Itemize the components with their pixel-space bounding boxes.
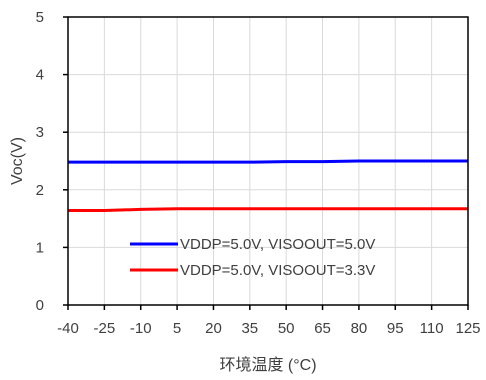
y-tick-label: 2 [36,182,44,199]
x-tick-label: 5 [173,320,181,337]
y-tick-label: 5 [36,9,44,26]
plot-frame [67,16,469,306]
legend: VDDP=5.0V, VISOOUT=5.0V VDDP=5.0V, VISOOU… [130,236,375,279]
series-line-2 [68,207,468,213]
x-tick-label: 35 [241,320,258,337]
axes [63,16,469,310]
x-axis-label: 环境温度 (°C) [219,355,316,374]
x-tick-label: 65 [314,320,331,337]
x-tick-label: -40 [57,320,79,337]
x-tick-label: 125 [455,320,480,337]
x-tick-label: 20 [205,320,222,337]
y-tick-label: 1 [36,239,44,256]
x-tick-labels: -40 -25 -10 5 20 35 50 65 80 95 110 125 [57,320,480,337]
y-tick-label: 4 [36,67,44,84]
series-line-1 [68,159,468,164]
x-tick-label: -10 [130,320,152,337]
y-axis-label: Voc(V) [9,137,26,185]
y-tick-label: 3 [36,124,44,141]
x-tick-label: -25 [94,320,116,337]
y-tick-label: 0 [36,297,44,314]
legend-label-2: VDDP=5.0V, VISOOUT=3.3V [180,262,375,279]
x-tick-label: 110 [420,320,444,337]
y-tick-labels: 0 1 2 3 4 5 [36,9,44,314]
x-tick-label: 50 [278,320,295,337]
x-tick-label: 80 [351,320,368,337]
x-tick-label: 95 [387,320,404,337]
legend-label-1: VDDP=5.0V, VISOOUT=5.0V [180,236,375,253]
